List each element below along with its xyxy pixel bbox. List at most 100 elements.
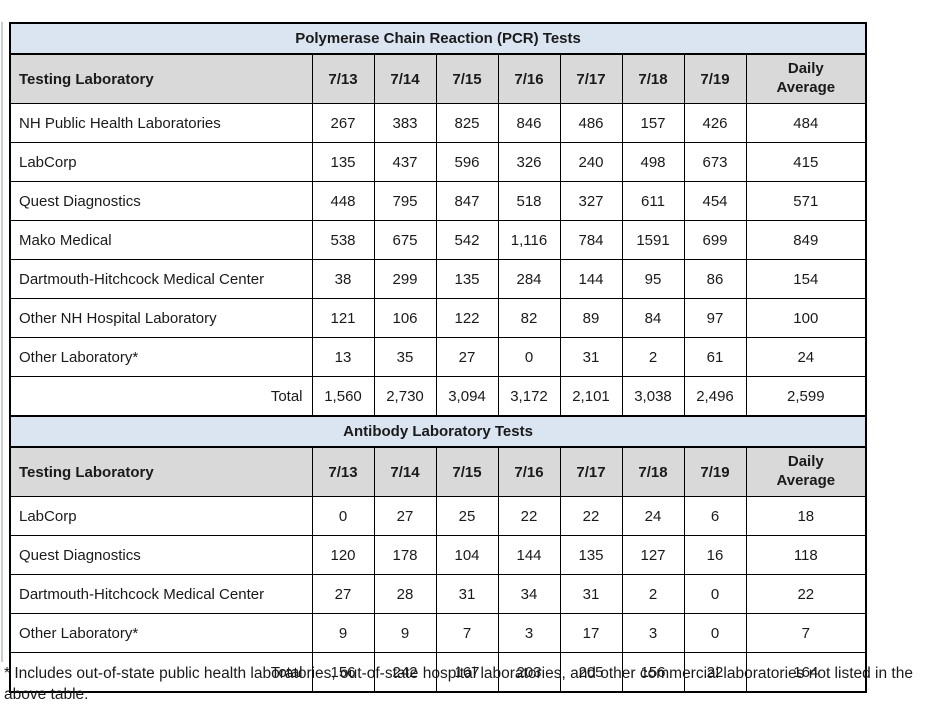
lab-name-cell: NH Public Health Laboratories: [9, 103, 313, 143]
value-cell: 673: [683, 142, 747, 182]
value-cell: 3,094: [435, 376, 499, 417]
value-cell: 34: [497, 574, 561, 614]
value-cell: 122: [435, 298, 499, 338]
value-cell: 383: [373, 103, 437, 143]
value-cell: 542: [435, 220, 499, 260]
value-cell: 156: [621, 652, 685, 693]
antibody-section-title-row: Antibody Laboratory Tests: [9, 415, 867, 448]
value-cell: 846: [497, 103, 561, 143]
value-cell: 120: [311, 535, 375, 575]
value-cell: 538: [311, 220, 375, 260]
value-cell: 1591: [621, 220, 685, 260]
column-header-date: 7/13: [311, 446, 375, 497]
column-header-daily-average: Daily Average: [745, 446, 867, 497]
value-cell: 3: [497, 613, 561, 653]
value-cell: 2,730: [373, 376, 437, 417]
value-cell: 267: [311, 103, 375, 143]
value-cell: 28: [373, 574, 437, 614]
value-cell: 2,496: [683, 376, 747, 417]
value-cell: 3,172: [497, 376, 561, 417]
value-cell: 3,038: [621, 376, 685, 417]
value-cell: 121: [311, 298, 375, 338]
value-cell: 0: [311, 496, 375, 536]
value-cell: 135: [559, 535, 623, 575]
value-cell: 38: [311, 259, 375, 299]
value-cell: 299: [373, 259, 437, 299]
value-cell: 6: [683, 496, 747, 536]
value-cell: 7: [435, 613, 499, 653]
total-row: Total 156 242 167 203 205 156 22 164: [9, 652, 867, 693]
value-cell: 611: [621, 181, 685, 221]
value-cell: 571: [745, 181, 867, 221]
table-row: LabCorp 0 27 25 22 22 24 6 18: [9, 496, 867, 536]
value-cell: 205: [559, 652, 623, 693]
lab-name-cell: LabCorp: [9, 496, 313, 536]
table-row: Other NH Hospital Laboratory 121 106 122 82 8…: [9, 298, 867, 338]
column-header-date: 7/18: [621, 53, 685, 104]
value-cell: 135: [435, 259, 499, 299]
value-cell: 31: [559, 574, 623, 614]
value-cell: 0: [683, 574, 747, 614]
value-cell: 498: [621, 142, 685, 182]
value-cell: 448: [311, 181, 375, 221]
value-cell: 2,101: [559, 376, 623, 417]
value-cell: 22: [497, 496, 561, 536]
value-cell: 1,116: [497, 220, 561, 260]
value-cell: 24: [621, 496, 685, 536]
value-cell: 327: [559, 181, 623, 221]
value-cell: 100: [745, 298, 867, 338]
column-header-lab: Testing Laboratory: [9, 53, 313, 104]
column-header-date: 7/17: [559, 53, 623, 104]
lab-name-cell: Quest Diagnostics: [9, 535, 313, 575]
value-cell: 3: [621, 613, 685, 653]
pcr-header-row: Testing Laboratory 7/13 7/14 7/15 7/16 7…: [9, 53, 867, 104]
total-label-cell: Total: [9, 652, 313, 693]
antibody-table-body: LabCorp 0 27 25 22 22 24 6 18 Quest Diagnostics 12…: [9, 496, 867, 693]
column-header-daily-average: Daily Average: [745, 53, 867, 104]
table-row: Quest Diagnostics 120 178 104 144 135 127 16 118: [9, 535, 867, 575]
lab-name-cell: Dartmouth-Hitchcock Medical Center: [9, 259, 313, 299]
value-cell: 82: [497, 298, 561, 338]
daily-average-label-line2: Average: [776, 79, 836, 96]
value-cell: 35: [373, 337, 437, 377]
table-row: Mako Medical 538 675 542 1,116 784 1591 699 849: [9, 220, 867, 260]
value-cell: 240: [559, 142, 623, 182]
pcr-table-body: NH Public Health Laboratories 267 383 825 84…: [9, 103, 867, 417]
table-row: NH Public Health Laboratories 267 383 825 84…: [9, 103, 867, 143]
lab-name-cell: Other NH Hospital Laboratory: [9, 298, 313, 338]
value-cell: 596: [435, 142, 499, 182]
value-cell: 18: [745, 496, 867, 536]
value-cell: 1,560: [311, 376, 375, 417]
value-cell: 104: [435, 535, 499, 575]
value-cell: 484: [745, 103, 867, 143]
value-cell: 0: [497, 337, 561, 377]
value-cell: 242: [373, 652, 437, 693]
value-cell: 284: [497, 259, 561, 299]
value-cell: 89: [559, 298, 623, 338]
value-cell: 9: [373, 613, 437, 653]
column-header-lab: Testing Laboratory: [9, 446, 313, 497]
column-header-date: 7/15: [435, 446, 499, 497]
pcr-section-title: Polymerase Chain Reaction (PCR) Tests: [9, 22, 867, 55]
column-header-date: 7/16: [497, 446, 561, 497]
table-row: LabCorp 135 437 596 326 240 498 673 415: [9, 142, 867, 182]
column-header-date: 7/17: [559, 446, 623, 497]
value-cell: 144: [559, 259, 623, 299]
value-cell: 0: [683, 613, 747, 653]
value-cell: 2: [621, 574, 685, 614]
value-cell: 118: [745, 535, 867, 575]
daily-average-label-line2: Average: [776, 472, 836, 489]
value-cell: 518: [497, 181, 561, 221]
value-cell: 675: [373, 220, 437, 260]
value-cell: 825: [435, 103, 499, 143]
value-cell: 784: [559, 220, 623, 260]
daily-average-label-line1: Daily: [787, 453, 824, 471]
column-header-date: 7/14: [373, 53, 437, 104]
value-cell: 454: [683, 181, 747, 221]
value-cell: 61: [683, 337, 747, 377]
total-label-cell: Total: [9, 376, 313, 417]
column-header-date: 7/19: [683, 53, 747, 104]
value-cell: 157: [621, 103, 685, 143]
value-cell: 849: [745, 220, 867, 260]
value-cell: 22: [745, 574, 867, 614]
